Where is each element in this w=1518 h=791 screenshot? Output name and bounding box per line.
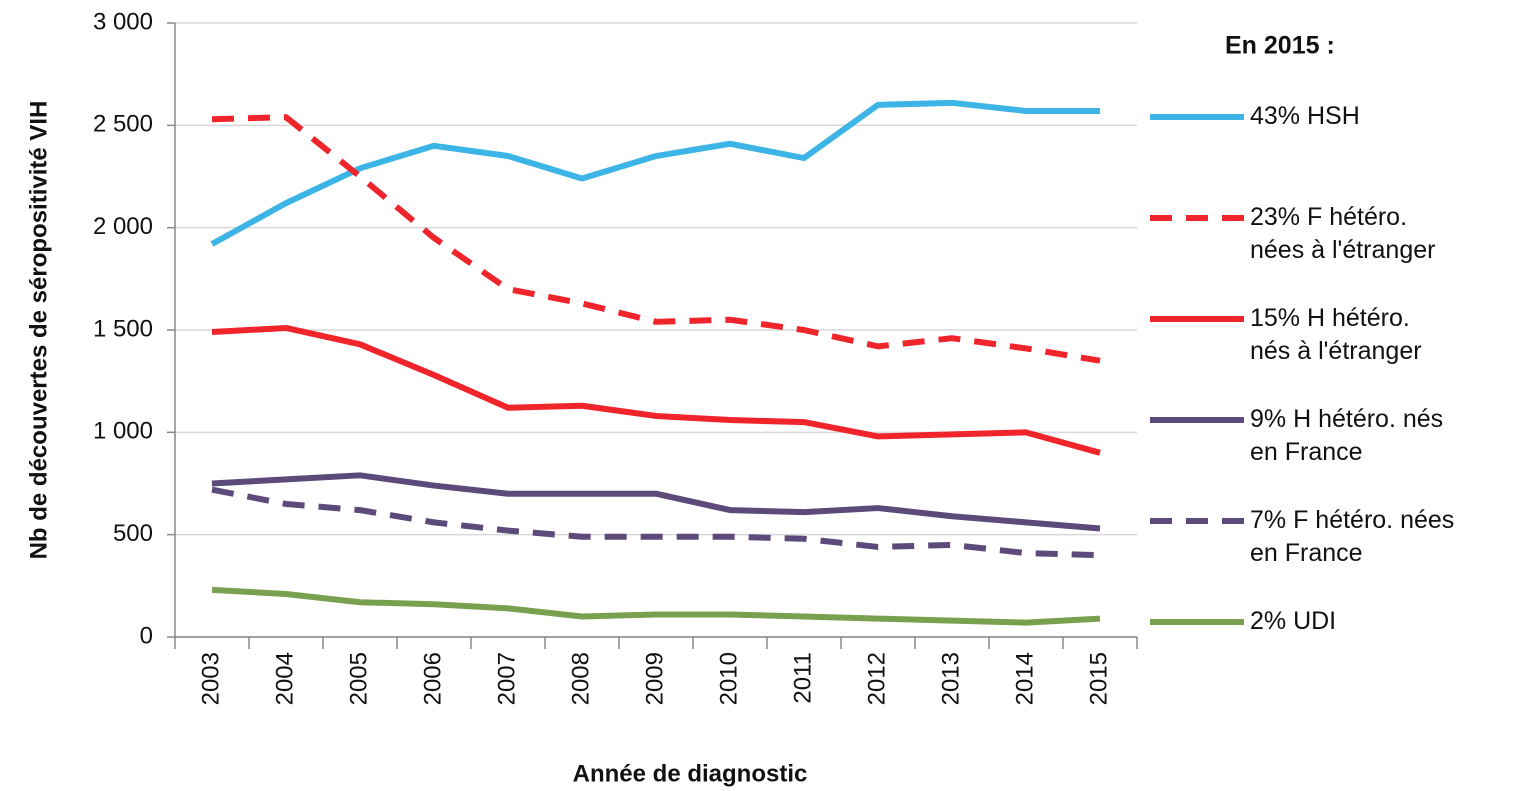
legend-label: 15% H hétéro. nés à l'étranger (1250, 304, 1422, 365)
series-line (211, 324, 1101, 456)
series-line (211, 486, 1101, 559)
x-tick-label: 2007 (493, 652, 520, 705)
legend-title: En 2015 : (1225, 32, 1335, 60)
y-tick-label: 2 000 (93, 213, 153, 240)
legend-label: 23% F hétéro. nées à l'étranger (1250, 203, 1436, 264)
x-tick-label: 2006 (419, 652, 446, 705)
y-tick-label: 3 000 (93, 8, 153, 35)
x-tick-label: 2011 (789, 652, 816, 704)
legend-label: 2% UDI (1250, 607, 1337, 635)
x-axis-title: Année de diagnostic (573, 760, 808, 787)
y-tick-label: 1 000 (93, 418, 153, 445)
x-tick-label: 2009 (641, 652, 668, 705)
x-tick-label: 2012 (863, 652, 890, 705)
x-tick-label: 2014 (1011, 652, 1038, 705)
legend-label: 43% HSH (1250, 102, 1360, 130)
y-tick-label: 2 500 (93, 111, 153, 138)
series-line (211, 114, 1101, 364)
series-line (211, 586, 1101, 626)
x-tick-label: 2010 (715, 652, 742, 705)
x-tick-label: 2005 (345, 652, 372, 705)
y-tick-label: 1 500 (93, 315, 153, 342)
y-tick-label: 0 (140, 622, 153, 649)
legend-label: 7% F hétéro. nées en France (1250, 506, 1455, 567)
series-line (211, 472, 1101, 532)
legend-label: 9% H hétéro. nés en France (1250, 405, 1444, 466)
x-tick-label: 2008 (567, 652, 594, 705)
y-axis-title: Nb de découvertes de séropositivité VIH (25, 101, 52, 560)
x-tick-label: 2015 (1085, 652, 1112, 705)
x-tick-label: 2013 (937, 652, 964, 705)
x-tick-label: 2003 (197, 652, 224, 705)
x-tick-label: 2004 (271, 652, 298, 705)
y-tick-label: 500 (113, 520, 153, 547)
series-line (210, 99, 1100, 247)
